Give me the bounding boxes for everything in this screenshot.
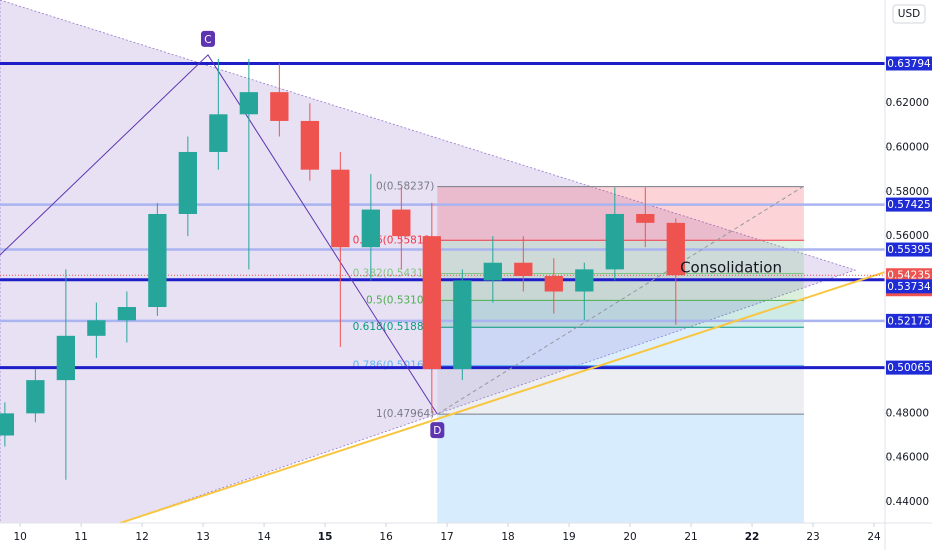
candle-body (666, 222, 685, 276)
price-label-box (886, 56, 932, 71)
point-marker (430, 422, 445, 439)
candle-body (209, 114, 228, 152)
plot-area: 0(0.58237)0.236(0.55813)0.382(0.54313)0.… (0, 0, 885, 523)
candle-body (361, 209, 380, 248)
x-tick-label: 23 (806, 531, 819, 543)
y-tick-label: 0.44000 (886, 496, 929, 508)
candle-body (239, 92, 258, 115)
candle-body (56, 335, 76, 381)
candle-body (331, 169, 350, 248)
candle-body (26, 380, 45, 414)
candle-body (422, 236, 441, 370)
fib-label: 1(0.47964) (376, 408, 434, 420)
candle-body (0, 413, 15, 436)
price-label-box (886, 279, 932, 294)
x-tick-label: 24 (867, 531, 881, 543)
price-label: 0.54235 (887, 270, 930, 282)
price-label: 0.55395 (887, 244, 930, 256)
price-label-box (886, 313, 932, 328)
candle-body (117, 307, 137, 321)
candle-body (605, 213, 624, 270)
x-tick-label: 11 (74, 531, 87, 543)
fib-label: 0.786(0.50162) (353, 359, 435, 371)
price-label: 0.52175 (887, 315, 930, 327)
price-label: 0.63794 (887, 58, 931, 70)
price-label-box (886, 197, 932, 212)
dashed-line (437, 185, 805, 415)
candle-body (575, 269, 594, 292)
candle-body (514, 262, 533, 277)
x-tick-label: 21 (684, 531, 697, 543)
trend-line (119, 271, 885, 523)
candle-body (544, 276, 563, 292)
fib-label: 0.5(0.53101) (366, 294, 434, 306)
currency: USD (898, 8, 920, 20)
point-marker (200, 30, 215, 47)
y-tick-label: 0.56000 (886, 230, 929, 242)
y-tick-label: 0.62000 (886, 97, 929, 109)
x-tick-label: 22 (745, 531, 760, 543)
fib-label: 0.382(0.54313) (353, 268, 435, 280)
price-label-box (886, 242, 932, 257)
price-label: 0.53734 (887, 281, 931, 293)
candle-body (178, 151, 198, 214)
y-tick-label: 0.60000 (886, 142, 929, 154)
x-tick-label: 17 (440, 531, 453, 543)
point-label: C (204, 34, 211, 46)
candle-body (87, 320, 106, 336)
candle-body (148, 213, 167, 308)
fib-zone (437, 300, 804, 328)
price-label: 0.50065 (887, 362, 930, 374)
price-label: 0.57425 (887, 199, 930, 211)
y-tick-label: 0.48000 (886, 407, 929, 419)
price-label-box (886, 360, 932, 375)
x-tick-label: 12 (135, 531, 148, 543)
annotation: Consolidation (680, 259, 782, 277)
x-tick-label: 10 (13, 531, 26, 543)
y-tick-label: 0.58000 (886, 186, 929, 198)
x-tick-label: 14 (257, 531, 271, 543)
y-tick-label: 0.46000 (886, 452, 929, 464)
x-tick-label: 20 (623, 531, 636, 543)
candle-body (636, 213, 655, 223)
zigzag (0, 54, 438, 415)
x-tick-label: 18 (501, 531, 514, 543)
plot: 0(0.58237)0.236(0.55813)0.382(0.54313)0.… (0, 0, 885, 523)
x-tick-label: 19 (562, 531, 575, 543)
candle-body (270, 92, 289, 121)
candle-body (392, 209, 411, 237)
fib-label: 0(0.58237) (376, 181, 434, 193)
currency-button[interactable] (892, 4, 926, 24)
candle-body (453, 280, 472, 370)
point-label: D (433, 425, 441, 437)
fib-label: 0.618(0.51888) (353, 321, 435, 333)
x-tick-label: 16 (379, 531, 393, 543)
fib-extension (437, 414, 804, 523)
candle-body (300, 120, 319, 170)
price-label-box (886, 268, 932, 283)
x-tick-label: 15 (318, 531, 333, 543)
x-tick-label: 13 (196, 531, 209, 543)
fib-zone (437, 365, 804, 415)
candle-body (483, 262, 502, 281)
